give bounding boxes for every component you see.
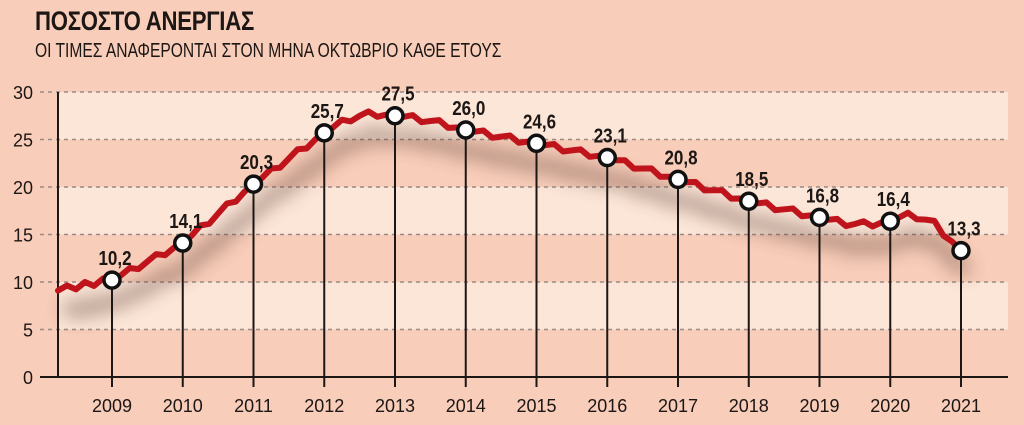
chart-subtitle: ΟΙ ΤΙΜΕΣ ΑΝΑΦΕΡΟΝΤΑΙ ΣΤΟΝ ΜΗΝΑ ΟΚΤΩΒΡΙΟ …: [35, 40, 502, 62]
value-label: 16,4: [877, 188, 911, 211]
y-tick-label: 25: [13, 131, 33, 151]
value-label: 13,3: [947, 217, 980, 240]
value-label: 23,1: [594, 124, 627, 147]
data-point-marker: [173, 233, 193, 253]
value-label: 24,6: [523, 110, 556, 133]
data-point-marker: [526, 133, 547, 154]
y-tick-label: 30: [13, 83, 33, 103]
x-tick-label: 2011: [234, 396, 273, 416]
data-point-marker: [668, 169, 688, 190]
value-label: 16,8: [806, 184, 839, 207]
x-tick-label: 2015: [516, 396, 556, 416]
y-tick-label: 0: [23, 368, 33, 388]
value-label: 27,5: [381, 82, 414, 105]
x-tick-label: 2014: [446, 396, 486, 416]
value-label: 20,3: [240, 151, 273, 174]
x-tick-label: 2016: [587, 396, 627, 416]
x-tick-label: 2012: [304, 396, 344, 416]
data-point-marker: [243, 174, 264, 194]
value-label: 25,7: [311, 100, 344, 123]
value-label: 14,1: [169, 210, 202, 233]
chart-title: ΠΟΣΟΣΤΟ ΑΝΕΡΓΙΑΣ: [35, 6, 254, 36]
data-point-marker: [385, 106, 405, 126]
x-tick-label: 2010: [163, 396, 203, 416]
x-tick-label: 2017: [658, 396, 698, 416]
data-markers: [102, 106, 971, 290]
x-tick-label: 2013: [375, 396, 415, 416]
value-label: 26,0: [452, 97, 485, 120]
band: [58, 282, 1008, 330]
value-label: 20,8: [664, 146, 697, 169]
value-labels: 10,2 14,1 20,3 25,7 27,5 26,0 24,6 23,1 20,8 18,5…: [98, 82, 980, 269]
data-point-marker: [597, 147, 617, 168]
data-point-marker: [809, 207, 830, 228]
band: [58, 92, 1008, 140]
y-axis-ticks: 0 5 10 15 20 25 30: [13, 83, 33, 388]
y-tick-label: 20: [13, 178, 33, 198]
x-tick-label: 2020: [870, 396, 910, 416]
y-tick-label: 5: [23, 321, 33, 341]
value-label: 18,5: [735, 168, 768, 191]
x-tick-label: 2019: [799, 396, 839, 416]
value-label: 10,2: [98, 247, 131, 270]
data-point-marker: [739, 191, 759, 211]
axes: [40, 92, 1008, 378]
data-point-marker: [314, 123, 334, 143]
x-tick-label: 2018: [729, 396, 769, 416]
data-point-marker: [102, 270, 122, 290]
y-tick-label: 10: [13, 273, 33, 293]
drop-lines: [111, 115, 962, 387]
x-tick-label: 2009: [92, 396, 132, 416]
data-point-marker: [951, 240, 971, 261]
data-point-marker: [456, 120, 476, 140]
data-point-marker: [880, 211, 900, 231]
x-tick-label: 2021: [941, 396, 981, 416]
x-axis-ticks: 2009 2010 2011 2012 2013 2014 2015 2016 2017 2018…: [92, 396, 981, 416]
line-shadow: [60, 125, 972, 320]
background-bands: [58, 92, 1008, 330]
y-tick-label: 15: [13, 226, 33, 246]
